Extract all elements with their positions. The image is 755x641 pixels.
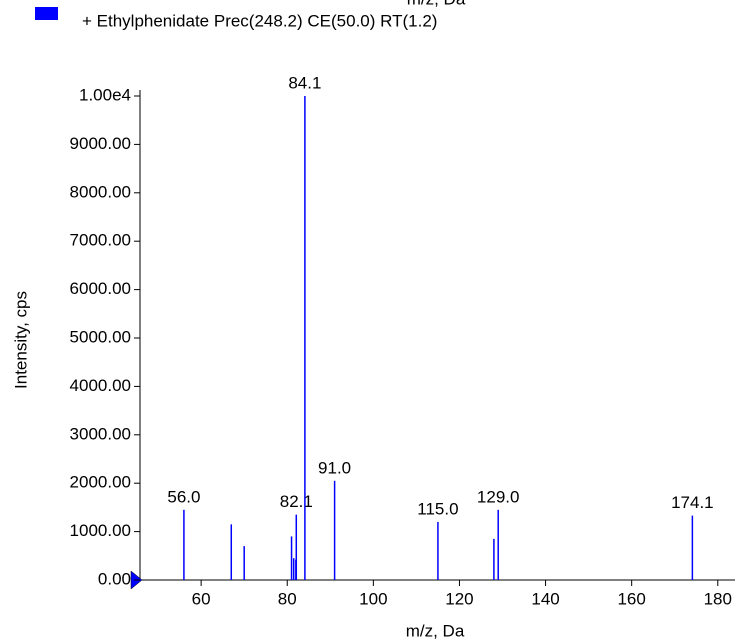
y-tick-label: 4000.00	[70, 376, 131, 395]
y-tick-label: 8000.00	[70, 182, 131, 201]
top-caption: m/z, Da	[407, 0, 466, 8]
y-tick-label: 9000.00	[70, 134, 131, 153]
y-tick-label: 7000.00	[70, 231, 131, 250]
legend-swatch	[35, 7, 58, 20]
y-tick-label: 5000.00	[70, 327, 131, 346]
y-tick-label: 6000.00	[70, 279, 131, 298]
peak-label: 115.0	[417, 499, 458, 518]
x-axis-label: m/z, Da	[406, 621, 465, 640]
legend-label: + Ethylphenidate Prec(248.2) CE(50.0) RT…	[82, 11, 437, 30]
x-tick-label: 120	[445, 589, 473, 608]
peak-label: 84.1	[288, 73, 321, 92]
x-tick-label: 100	[359, 589, 387, 608]
y-tick-label: 2000.00	[70, 473, 131, 492]
peak-label: 56.0	[167, 487, 200, 506]
x-tick-label: 160	[617, 589, 645, 608]
peak-label: 82.1	[280, 492, 313, 511]
peak-label: 91.0	[318, 458, 351, 477]
x-tick-label: 60	[192, 589, 211, 608]
y-tick-label: 1000.00	[70, 521, 131, 540]
x-tick-label: 180	[704, 589, 732, 608]
peak-label: 129.0	[477, 487, 520, 506]
y-tick-label: 0.00	[98, 569, 131, 588]
x-tick-label: 80	[278, 589, 297, 608]
x-tick-label: 140	[531, 589, 559, 608]
y-tick-label: 3000.00	[70, 424, 131, 443]
peak-label: 174.1	[671, 493, 714, 512]
y-tick-label: 1.00e4	[79, 85, 131, 104]
y-axis-label: Intensity, cps	[11, 291, 30, 389]
